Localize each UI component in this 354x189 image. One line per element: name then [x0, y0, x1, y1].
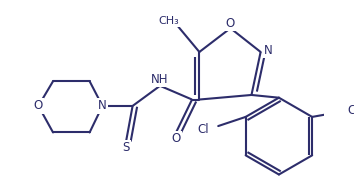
Text: O: O — [226, 17, 235, 30]
Text: N: N — [98, 99, 107, 112]
Text: Cl: Cl — [198, 123, 209, 136]
Text: NH: NH — [151, 73, 169, 86]
Text: O: O — [172, 132, 181, 145]
Text: S: S — [122, 142, 130, 154]
Text: CH₃: CH₃ — [159, 16, 179, 26]
Text: N: N — [264, 44, 272, 57]
Text: O: O — [34, 99, 43, 112]
Text: Cl: Cl — [347, 104, 354, 117]
